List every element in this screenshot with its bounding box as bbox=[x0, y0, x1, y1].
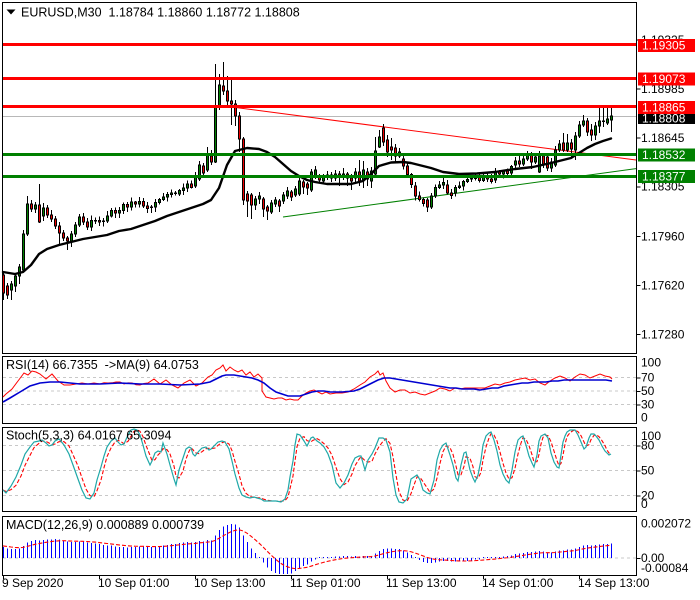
svg-text:RSI(14) 66.7355 ->MA(9) 64.07: RSI(14) 66.7355 ->MA(9) 64.0753 bbox=[6, 358, 199, 372]
svg-text:14 Sep 13:00: 14 Sep 13:00 bbox=[578, 576, 650, 590]
svg-text:EURUSD,M30 1.18784 1.18860 1.: EURUSD,M30 1.18784 1.18860 1.18772 1.188… bbox=[21, 6, 300, 20]
svg-text:0: 0 bbox=[641, 497, 648, 511]
svg-text:10 Sep 01:00: 10 Sep 01:00 bbox=[98, 576, 170, 590]
svg-text:MACD(12,26,9) 0.000889 0.00073: MACD(12,26,9) 0.000889 0.000739 bbox=[6, 518, 204, 532]
svg-text:11 Sep 13:00: 11 Sep 13:00 bbox=[386, 576, 457, 590]
svg-text:14 Sep 01:00: 14 Sep 01:00 bbox=[482, 576, 554, 590]
svg-text:1.19073: 1.19073 bbox=[642, 72, 686, 86]
svg-text:20: 20 bbox=[641, 489, 655, 503]
svg-text:-0.00084: -0.00084 bbox=[641, 561, 689, 575]
svg-text:50: 50 bbox=[641, 464, 655, 478]
svg-text:1.19305: 1.19305 bbox=[642, 39, 686, 53]
svg-text:70: 70 bbox=[641, 371, 655, 385]
svg-text:1.17960: 1.17960 bbox=[641, 229, 685, 243]
svg-text:0.00: 0.00 bbox=[641, 551, 665, 565]
svg-text:1.17280: 1.17280 bbox=[641, 327, 685, 341]
svg-text:1.18645: 1.18645 bbox=[641, 131, 685, 145]
svg-text:30: 30 bbox=[641, 398, 655, 412]
svg-text:100: 100 bbox=[641, 429, 661, 443]
svg-text:1.17620: 1.17620 bbox=[641, 278, 685, 292]
svg-text:11 Sep 01:00: 11 Sep 01:00 bbox=[290, 576, 361, 590]
svg-text:1.18305: 1.18305 bbox=[641, 180, 685, 194]
svg-text:0.002072: 0.002072 bbox=[641, 517, 691, 531]
svg-text:1.18808: 1.18808 bbox=[642, 112, 686, 126]
svg-text:0: 0 bbox=[641, 411, 648, 425]
svg-text:100: 100 bbox=[641, 356, 661, 370]
svg-text:80: 80 bbox=[641, 439, 655, 453]
svg-text:1.18532: 1.18532 bbox=[642, 148, 686, 162]
svg-text:10 Sep 13:00: 10 Sep 13:00 bbox=[194, 576, 266, 590]
svg-text:9 Sep 2020: 9 Sep 2020 bbox=[2, 576, 64, 590]
svg-text:50: 50 bbox=[641, 384, 655, 398]
svg-text:1.18865: 1.18865 bbox=[642, 101, 686, 115]
svg-text:Stoch(5,3,3) 64.0167 65.3094: Stoch(5,3,3) 64.0167 65.3094 bbox=[6, 429, 171, 443]
svg-text:1.18377: 1.18377 bbox=[642, 170, 686, 184]
